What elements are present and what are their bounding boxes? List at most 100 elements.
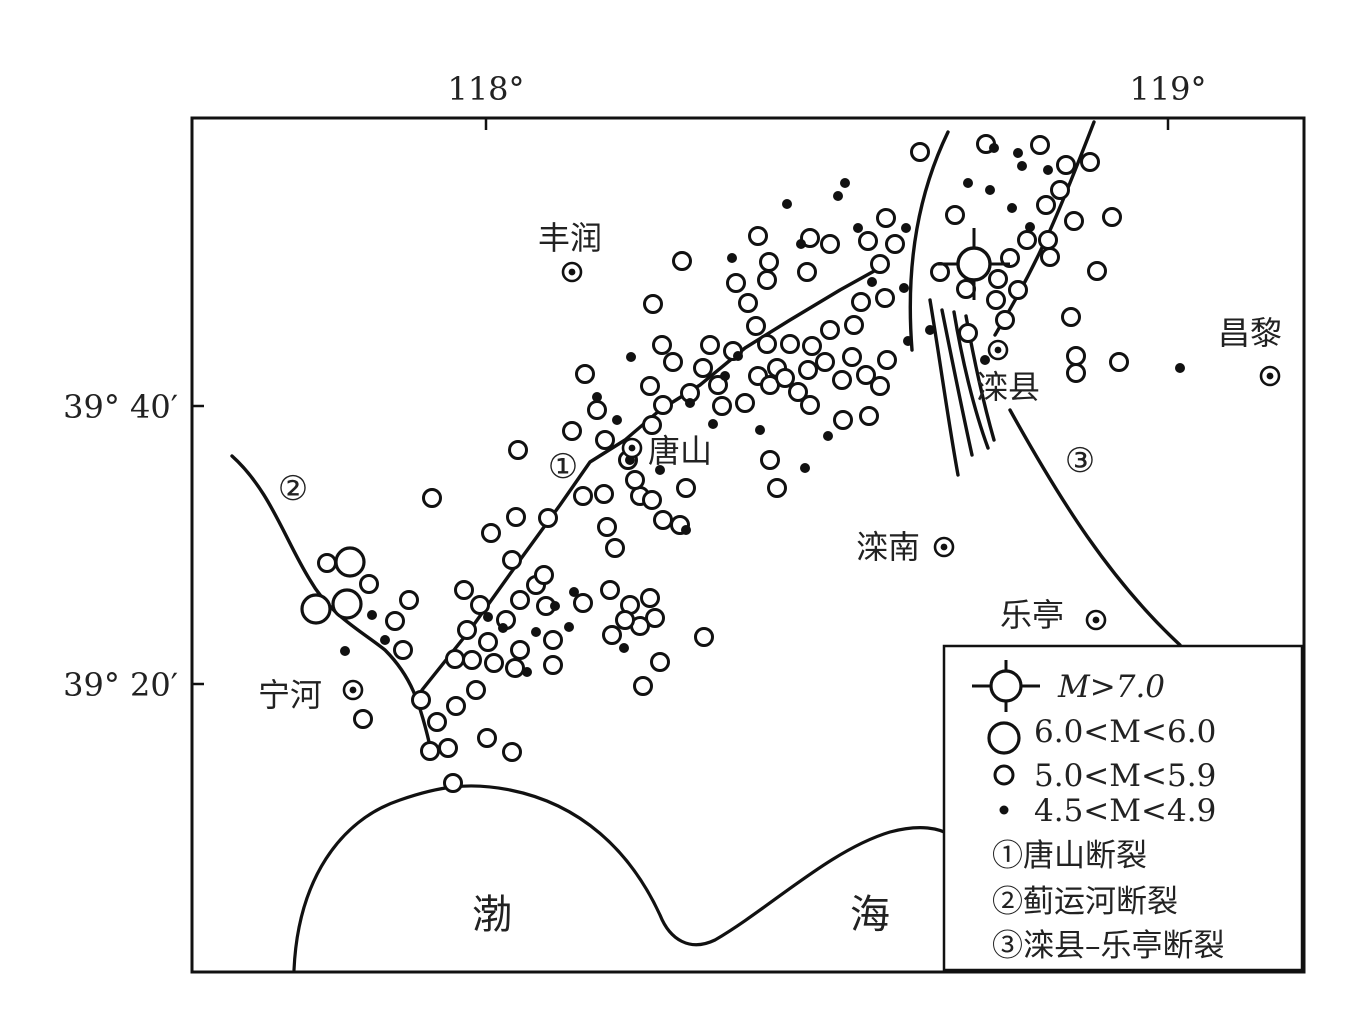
m45-epicenter-icon (655, 465, 665, 475)
m5-epicenter-icon (988, 269, 1008, 289)
m5-epicenter-icon (800, 395, 820, 415)
m5-epicenter-icon (738, 293, 758, 313)
city-label-fengrun: 丰润 (538, 219, 602, 257)
m5-epicenter-icon (1008, 280, 1028, 300)
epicenter-symbols (300, 134, 1185, 793)
m5-epicenter-icon (1040, 247, 1060, 267)
m5-epicenter-icon (877, 350, 897, 370)
m5-epicenter-icon (986, 290, 1006, 310)
m5-epicenter-icon (317, 553, 337, 573)
m45-epicenter-icon (564, 622, 574, 632)
fault-east-arc-1 (908, 130, 950, 352)
m5-epicenter-icon (633, 676, 653, 696)
m5-epicenter-icon (832, 370, 852, 390)
m5-epicenter-icon (653, 510, 673, 530)
m5-epicenter-icon (477, 728, 497, 748)
m5-epicenter-icon (510, 590, 530, 610)
m45-epicenter-icon (531, 627, 541, 637)
m5-epicenter-icon (780, 334, 800, 354)
latitude-label-39-40: 39° 40′ (63, 388, 178, 426)
m5-epicenter-icon (676, 478, 696, 498)
m5-epicenter-icon (726, 273, 746, 293)
m45-epicenter-icon (727, 253, 737, 263)
m5-epicenter-icon (851, 292, 871, 312)
city-label-ninghe: 宁河 (258, 676, 322, 714)
m45-epicenter-icon (1043, 165, 1053, 175)
m45-epicenter-icon (612, 415, 622, 425)
m45-epicenter-icon (550, 601, 560, 611)
m5-epicenter-icon (587, 400, 607, 420)
m5-epicenter-icon (470, 595, 490, 615)
m5-epicenter-icon (445, 649, 465, 669)
m45-epicenter-icon (980, 355, 990, 365)
m5-epicenter-icon (1080, 152, 1100, 172)
m5-epicenter-icon (1056, 155, 1076, 175)
m5-epicenter-icon (502, 550, 522, 570)
m5-epicenter-icon (748, 226, 768, 246)
sea-label-bo: 渤 (472, 892, 512, 938)
m5-epicenter-icon (798, 360, 818, 380)
m45-epicenter-icon (853, 223, 863, 233)
m5-epicenter-icon (454, 580, 474, 600)
m5-epicenter-icon (735, 393, 755, 413)
m5-epicenter-icon (802, 336, 822, 356)
m45-epicenter-icon (782, 199, 792, 209)
m5-epicenter-icon (642, 490, 662, 510)
m5-epicenter-icon (652, 335, 672, 355)
m5-epicenter-icon (875, 288, 895, 308)
m5-epicenter-icon (844, 315, 864, 335)
m5-epicenter-icon (505, 658, 525, 678)
city-label-luannan: 滦南 (856, 528, 920, 566)
m5-epicenter-icon (1087, 261, 1107, 281)
city-luanxian-icon (987, 339, 1009, 361)
city-label-laoting: 乐亭 (1000, 596, 1064, 634)
city-symbols (342, 261, 1281, 701)
m5-epicenter-icon (385, 611, 405, 631)
m45-epicenter-icon (592, 392, 602, 402)
m45-epicenter-icon (1025, 222, 1035, 232)
m5-epicenter-icon (600, 580, 620, 600)
m5-epicenter-icon (876, 208, 896, 228)
m5-epicenter-icon (694, 627, 714, 647)
m5-epicenter-icon (672, 251, 692, 271)
m5-epicenter-icon (956, 279, 976, 299)
legend-label-m6: 6.0<M<6.0 (1034, 714, 1216, 750)
m5-epicenter-icon (353, 709, 373, 729)
m5-epicenter-icon (856, 365, 876, 385)
m5-epicenter-icon (858, 231, 878, 251)
m45-epicenter-icon (380, 635, 390, 645)
m5-epicenter-icon (640, 588, 660, 608)
fault-number-1: ① (548, 447, 578, 487)
m5-epicenter-icon (712, 396, 732, 416)
m5-epicenter-icon (797, 262, 817, 282)
coastline (292, 784, 954, 972)
m5-epicenter-icon (595, 430, 615, 450)
map-frame (190, 116, 1306, 974)
m5-epicenter-icon (708, 375, 728, 395)
m5-epicenter-icon (573, 486, 593, 506)
m5-epicenter-icon (1066, 363, 1086, 383)
m5-epicenter-icon (760, 450, 780, 470)
m45-epicenter-icon (800, 463, 810, 473)
legend-m5-icon (993, 764, 1015, 786)
m45-epicenter-icon (619, 643, 629, 653)
m45-epicenter-icon (755, 425, 765, 435)
m6-epicenter-icon (331, 588, 363, 620)
m5-epicenter-icon (538, 508, 558, 528)
m5-epicenter-icon (562, 421, 582, 441)
city-fengrun-icon (561, 261, 583, 283)
m5-epicenter-icon (815, 352, 835, 372)
m5-epicenter-icon (575, 364, 595, 384)
m5-epicenter-icon (995, 310, 1015, 330)
m45-epicenter-icon (720, 371, 730, 381)
m45-epicenter-icon (989, 143, 999, 153)
m5-epicenter-icon (510, 640, 530, 660)
m45-epicenter-icon (340, 646, 350, 656)
m5-epicenter-icon (446, 696, 466, 716)
m5-epicenter-icon (693, 358, 713, 378)
latitude-label-39-20: 39° 20′ (63, 666, 178, 704)
m5-epicenter-icon (1064, 211, 1084, 231)
m5-epicenter-icon (767, 478, 787, 498)
fault-number-3: ③ (1065, 441, 1095, 481)
